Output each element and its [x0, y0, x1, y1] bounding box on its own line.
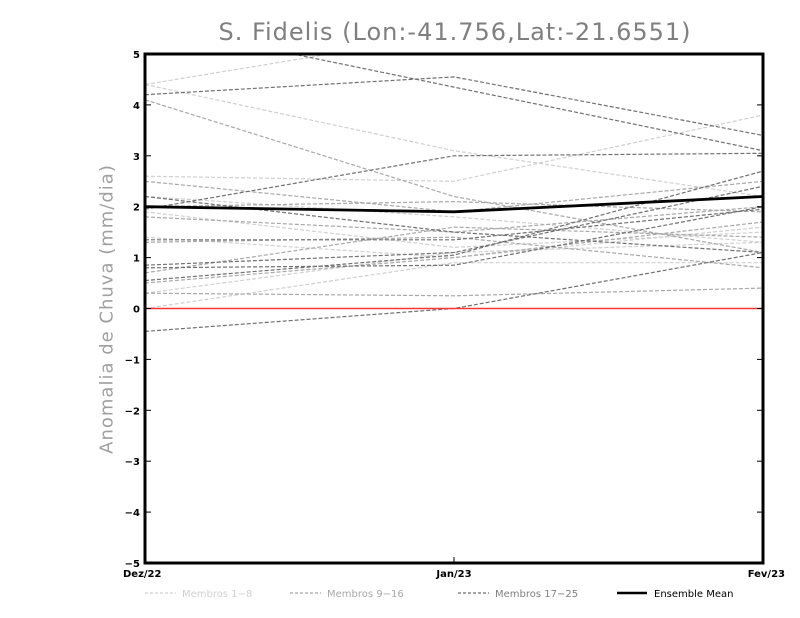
member-line-13	[145, 287, 763, 297]
member-line-25	[145, 185, 763, 266]
member-line-17	[145, 76, 763, 136]
member-line-14	[145, 236, 763, 269]
member-line-5	[145, 241, 763, 294]
legend: Membros 1−8 Membros 9−16 Membros 17−25 Ense…	[145, 589, 733, 600]
y-tick-label: 2	[133, 203, 140, 214]
y-tick-label: 0	[133, 305, 140, 316]
series-layer	[145, 54, 763, 332]
x-tick-label: Dez/22	[123, 569, 162, 580]
y-tick-label: −3	[125, 457, 140, 468]
member-line-9	[145, 99, 763, 254]
ensemble-mean-line	[145, 195, 763, 214]
y-tick-label: 1	[133, 254, 140, 265]
ensemble-mean-layer	[145, 195, 763, 214]
member-line-6	[145, 262, 763, 310]
chart-title: S. Fidelis (Lon:-41.756,Lat:-21.6551)	[218, 18, 692, 46]
legend-label: Membros 1−8	[182, 589, 252, 600]
member-line-11	[145, 206, 763, 233]
member-line-21	[145, 206, 763, 269]
member-line-1	[145, 54, 334, 86]
y-tick-label: 3	[133, 152, 140, 163]
y-tick-label: −2	[125, 406, 140, 417]
legend-label: Ensemble Mean	[654, 589, 733, 600]
y-tick-label: 4	[133, 101, 140, 112]
member-line-16	[145, 200, 763, 213]
legend-label: Membros 17−25	[495, 589, 578, 600]
y-tick-label: −4	[125, 508, 140, 519]
member-line-3	[145, 114, 763, 182]
y-tick-label: −5	[125, 559, 140, 570]
member-line-20	[145, 251, 763, 332]
member-line-2	[145, 83, 763, 198]
member-line-18	[290, 54, 763, 152]
x-tick-label: Fev/23	[748, 569, 785, 580]
member-line-22	[145, 208, 763, 241]
member-line-15	[145, 226, 763, 274]
member-line-23	[145, 170, 763, 282]
x-tick-label: Jan/23	[435, 569, 471, 580]
member-line-19	[145, 152, 763, 210]
member-line-7	[145, 226, 763, 259]
y-tick-label: 5	[133, 50, 140, 61]
y-tick-label: −1	[125, 355, 140, 366]
legend-label: Membros 9−16	[327, 589, 404, 600]
